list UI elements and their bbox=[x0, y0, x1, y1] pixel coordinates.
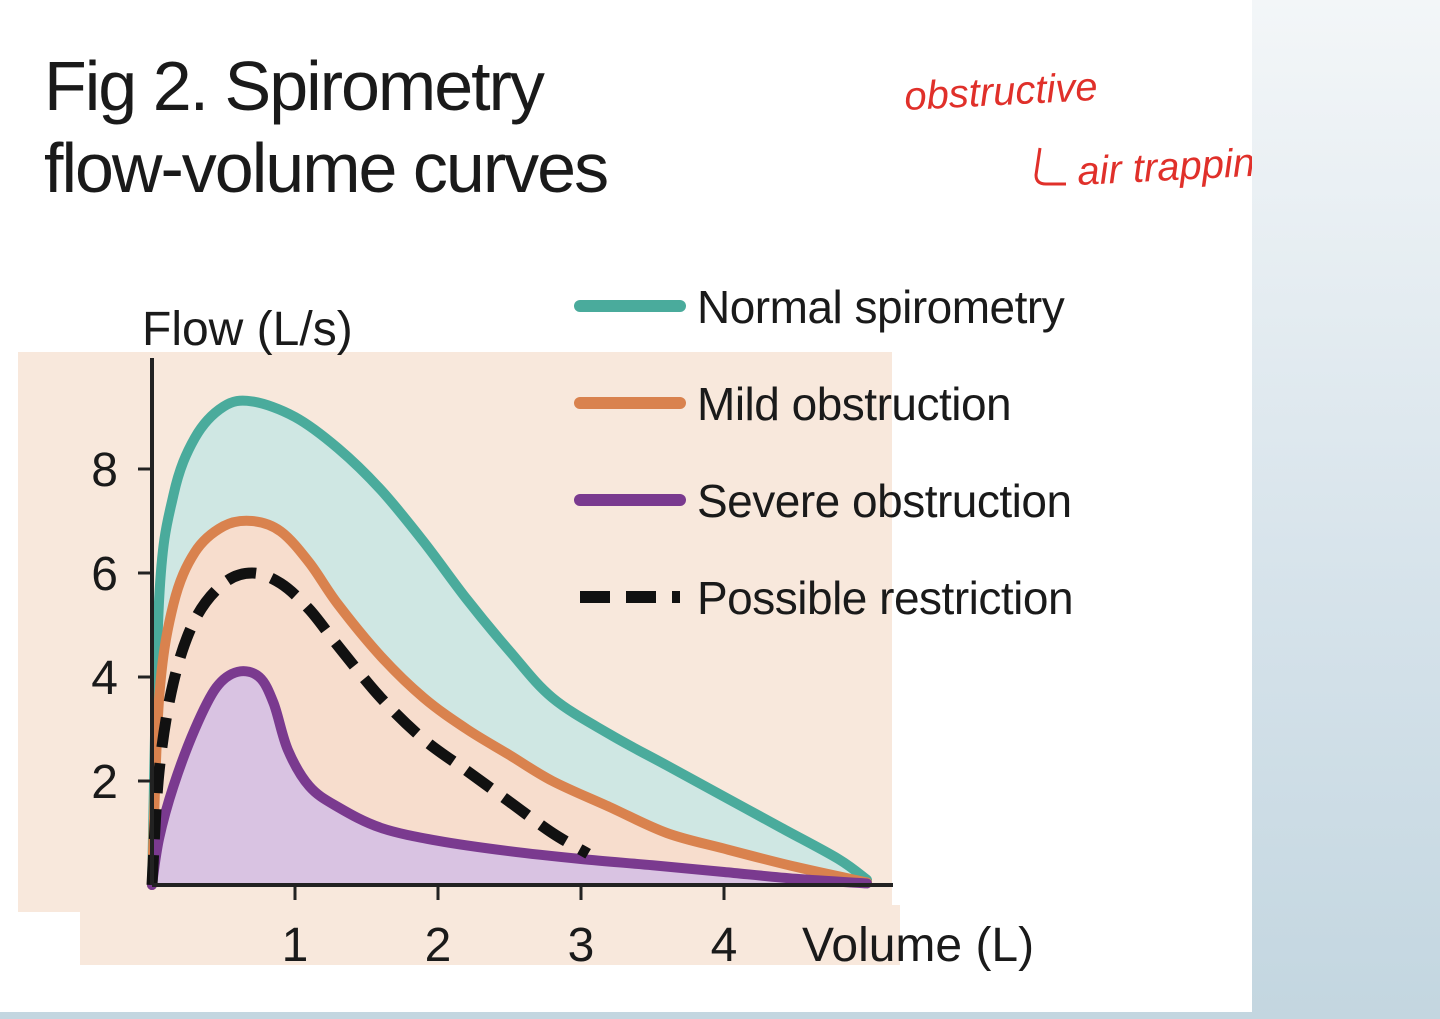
area-severe-obstruction bbox=[152, 671, 867, 885]
x-tick-label-3: 3 bbox=[568, 919, 595, 972]
figure-card: Fig 2. Spirometry flow-volume curves obs… bbox=[18, 47, 1312, 972]
legend-label-severe-obstruction: Severe obstruction bbox=[697, 475, 1072, 527]
legend-label-possible-restriction: Possible restriction bbox=[697, 572, 1073, 624]
legend-label-mild-obstruction: Mild obstruction bbox=[697, 378, 1011, 430]
x-axis-label: Volume (L) bbox=[802, 919, 1034, 972]
series-line-severe-obstruction bbox=[147, 666, 872, 890]
series-fills bbox=[152, 400, 867, 885]
annotation-line1: obstructive bbox=[903, 65, 1098, 119]
x-tick-label-2: 2 bbox=[425, 919, 452, 972]
figure-title-line2: flow-volume curves bbox=[44, 129, 607, 207]
xaxis-background bbox=[80, 905, 900, 965]
annotation-line2: air trapping!!! bbox=[1076, 138, 1252, 194]
y-tick-label-6: 6 bbox=[91, 548, 118, 601]
x-tick-label-1: 1 bbox=[282, 919, 309, 972]
x-tick-label-4: 4 bbox=[711, 919, 738, 972]
y-tick-label-4: 4 bbox=[91, 652, 118, 705]
figure-title-line1: Fig 2. Spirometry bbox=[44, 47, 545, 125]
axes: 2 4 6 8 1 2 3 4 bbox=[91, 358, 893, 972]
series-line-mild-obstruction bbox=[147, 515, 872, 890]
y-tick-label-2: 2 bbox=[91, 756, 118, 809]
handwritten-annotation: obstructive air trapping!!! bbox=[903, 65, 1311, 194]
y-axis-label: Flow (L/s) bbox=[142, 303, 353, 356]
series-line-possible-restriction bbox=[146, 567, 591, 886]
series-lines bbox=[146, 395, 872, 890]
spirometry-figure: Fig 2. Spirometry flow-volume curves obs… bbox=[18, 47, 1312, 972]
area-mild-obstruction bbox=[152, 520, 867, 885]
series-line-normal-spirometry bbox=[147, 395, 872, 890]
annotation-hook bbox=[1034, 147, 1066, 186]
legend: Normal spirometry Mild obstruction Severe … bbox=[574, 281, 1074, 624]
y-tick-label-8: 8 bbox=[91, 444, 118, 497]
legend-label-normal-spirometry: Normal spirometry bbox=[697, 281, 1065, 333]
